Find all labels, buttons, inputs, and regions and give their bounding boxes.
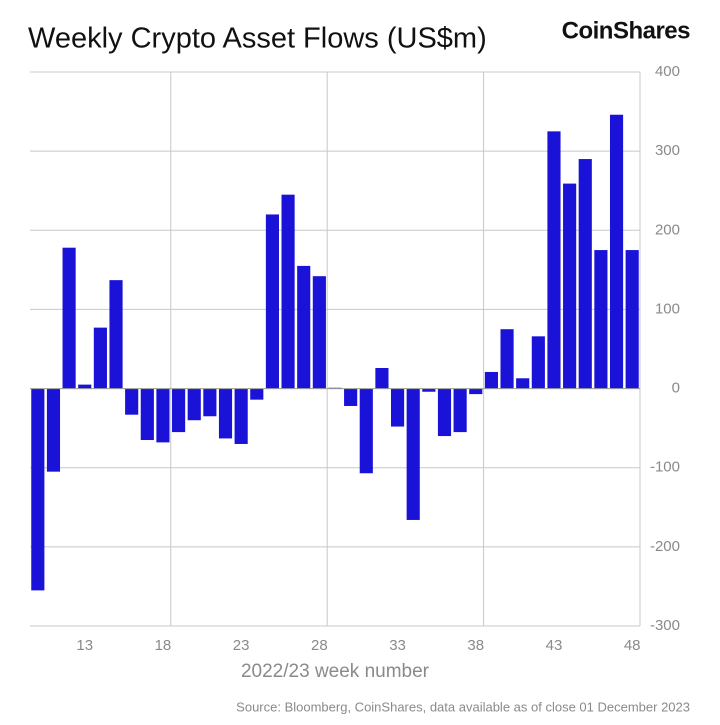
bar [172, 388, 186, 433]
x-tick-label: 43 [546, 637, 563, 654]
y-tick-label: 400 [655, 63, 680, 80]
x-tick-label: 13 [76, 637, 93, 654]
bar [578, 159, 592, 389]
bar [62, 247, 76, 389]
x-tick-label: 23 [233, 637, 250, 654]
bar [469, 388, 483, 395]
chart-title: Weekly Crypto Asset Flows (US$m) [28, 23, 487, 55]
bar [516, 378, 530, 389]
bar [563, 183, 577, 389]
bar [265, 214, 280, 389]
bar [625, 250, 639, 389]
bar [547, 131, 561, 389]
bar [297, 265, 311, 389]
y-tick-label: 0 [672, 380, 680, 397]
bar [609, 114, 624, 389]
bar [359, 388, 373, 474]
y-tick-label: -100 [650, 459, 680, 476]
x-tick-label: 48 [624, 637, 641, 654]
bar [453, 388, 467, 433]
bar [484, 371, 498, 389]
bar [281, 194, 295, 389]
bar [250, 388, 264, 400]
bar [437, 388, 452, 437]
x-tick-label: 38 [467, 637, 484, 654]
bar [531, 336, 545, 389]
x-tick-label: 28 [311, 637, 328, 654]
bar [234, 388, 248, 444]
bar [422, 388, 436, 392]
brand-logo: CoinShares [562, 17, 691, 44]
bar [594, 250, 608, 389]
bar [31, 388, 45, 591]
bar [125, 388, 139, 415]
bar [46, 388, 61, 472]
source-note: Source: Bloomberg, CoinShares, data avai… [236, 699, 690, 714]
bar [109, 280, 123, 389]
bar [406, 388, 420, 520]
y-tick-label: 300 [655, 142, 680, 159]
bar [375, 367, 389, 389]
bar [500, 329, 514, 389]
x-axis-label: 2022/23 week number [241, 661, 430, 682]
y-tick-label: 100 [655, 300, 680, 317]
bar [218, 388, 233, 439]
bar [93, 327, 107, 389]
bar [344, 388, 358, 406]
x-tick-label: 18 [155, 637, 172, 654]
bar [312, 276, 326, 389]
y-tick-label: -300 [650, 617, 680, 634]
bar [156, 388, 170, 443]
y-tick-label: -200 [650, 538, 680, 555]
bar [203, 388, 217, 417]
x-tick-label: 33 [389, 637, 406, 654]
bar [187, 388, 201, 421]
y-tick-label: 200 [655, 221, 680, 238]
bar [78, 384, 92, 389]
bar [390, 388, 405, 427]
bar [140, 388, 154, 441]
